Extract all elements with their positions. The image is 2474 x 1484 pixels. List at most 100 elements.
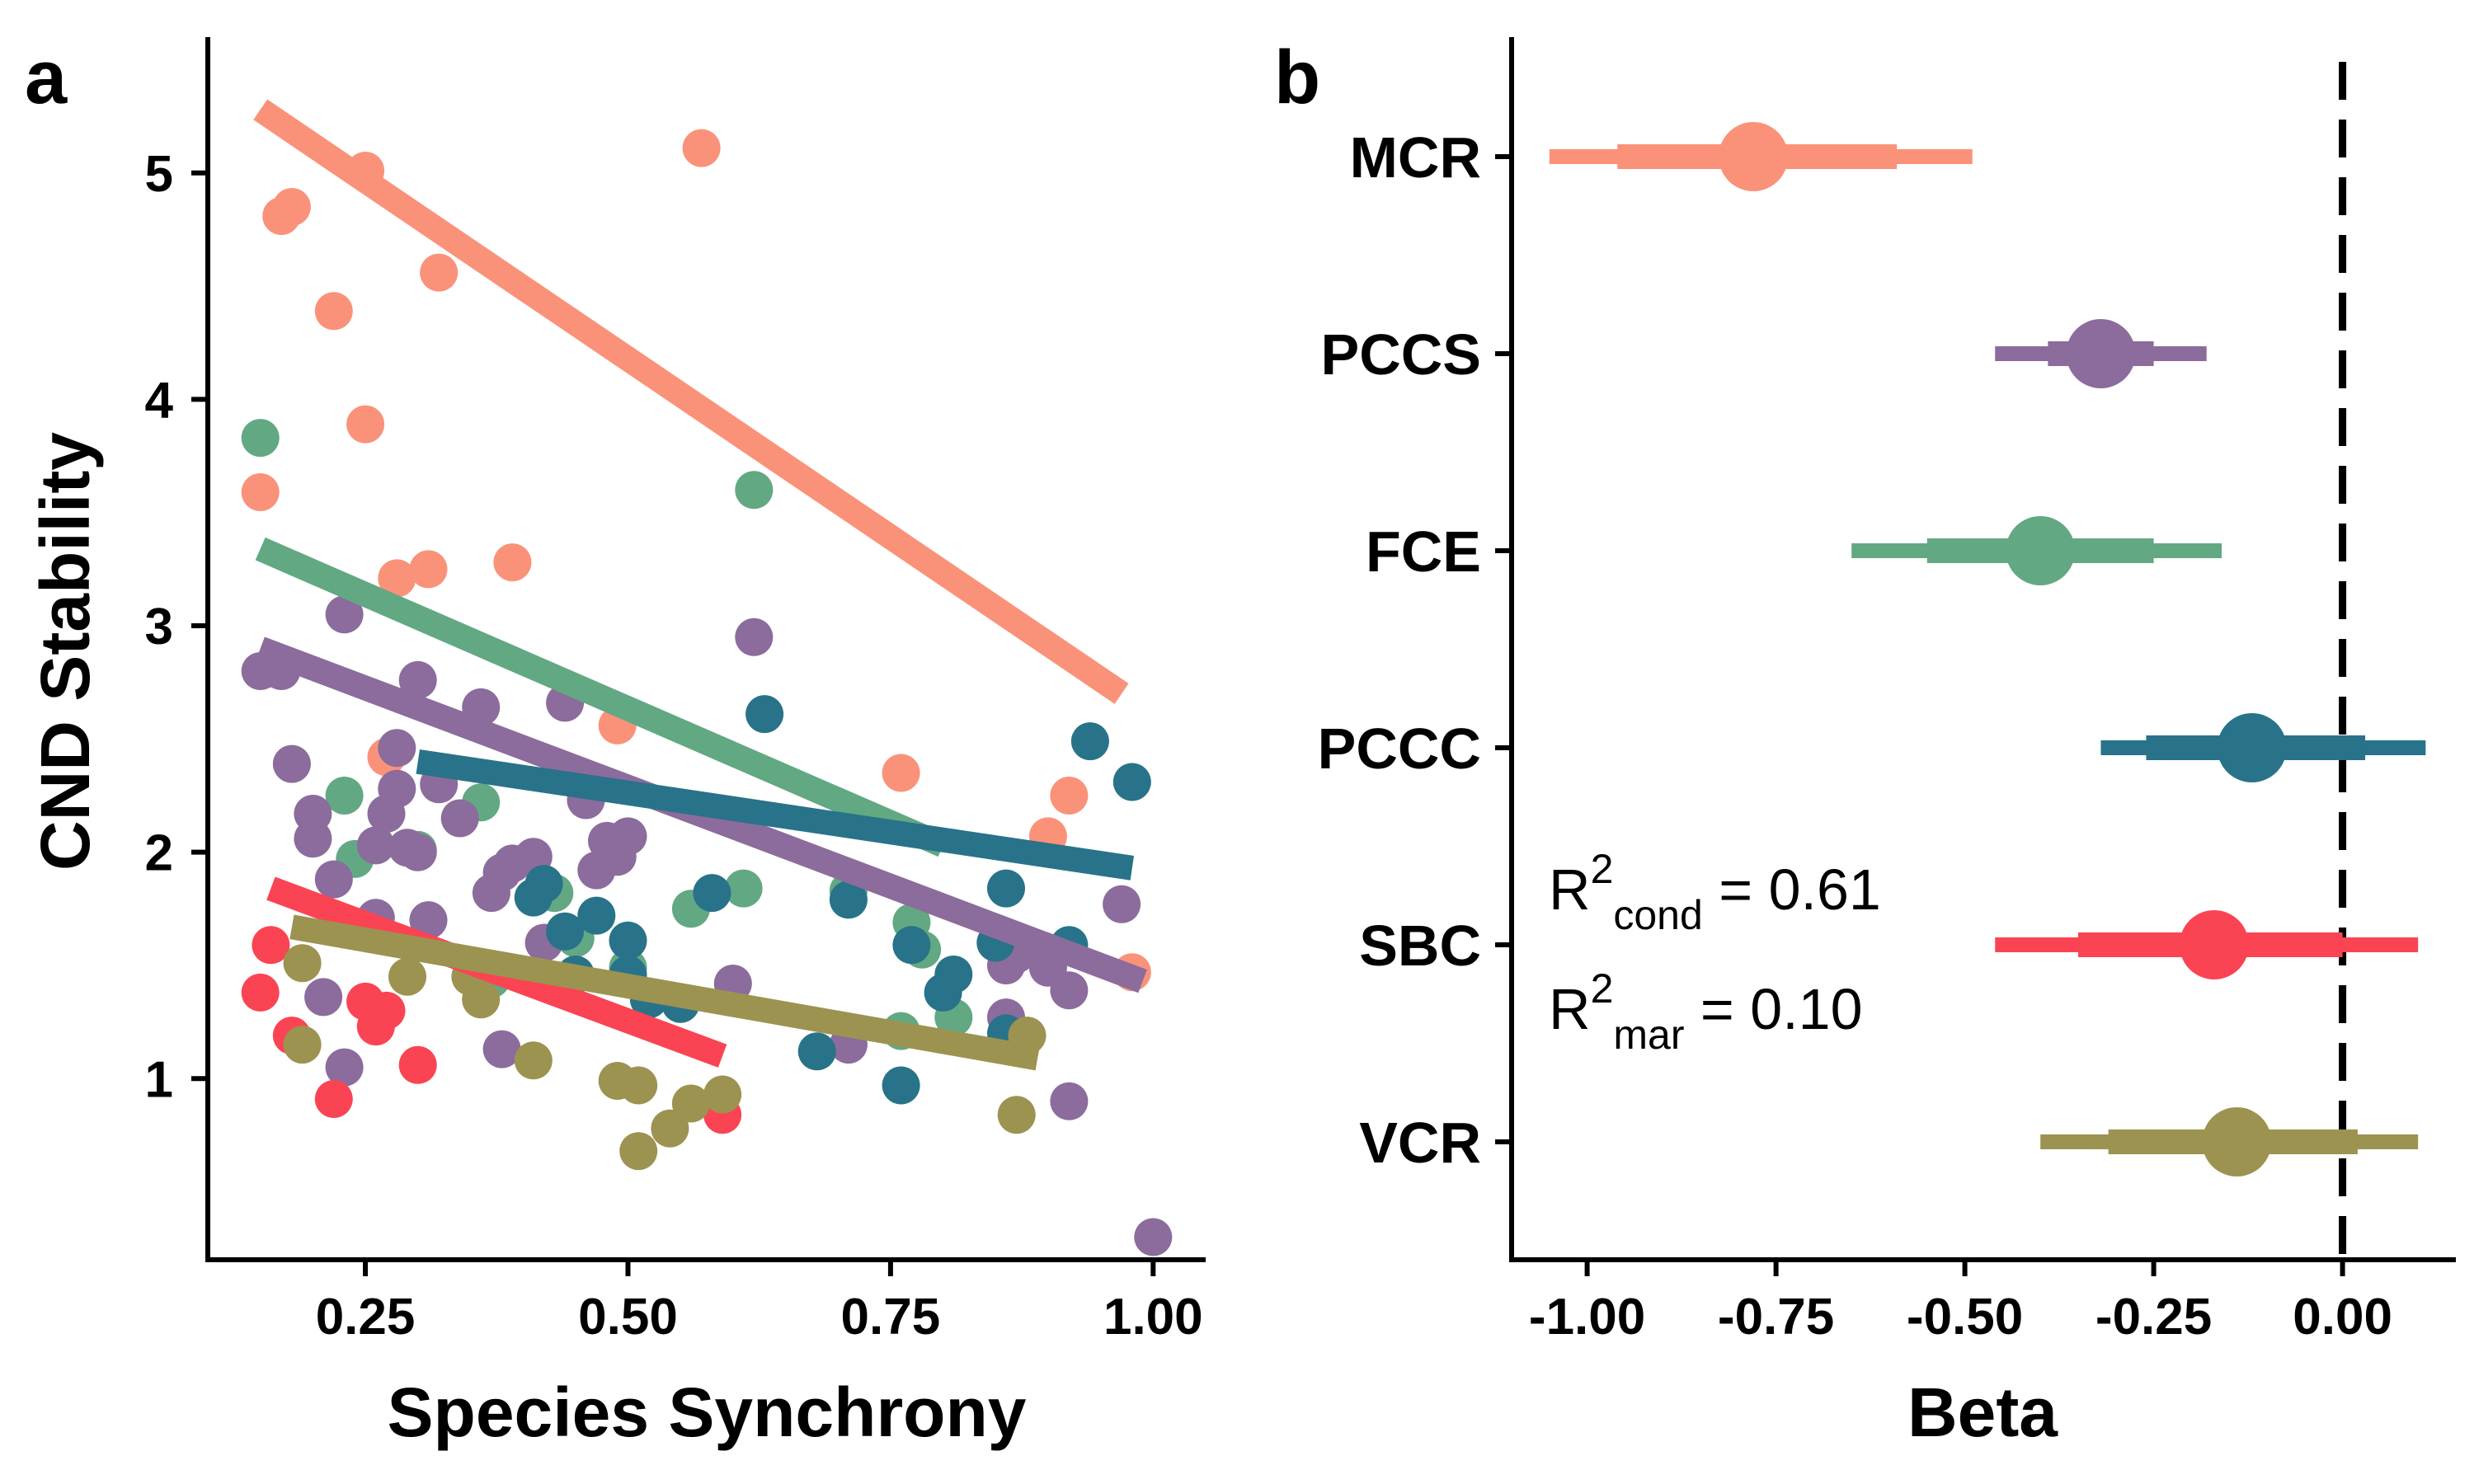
panel-a-point-s0-11 [493, 543, 532, 582]
estimate-point-vcr [2202, 1107, 2272, 1176]
panel-a-point-s5-11 [703, 1075, 742, 1114]
panel-a-point-s2-7 [325, 1048, 364, 1087]
panel-a-point-s0-16 [1050, 777, 1089, 815]
panel-a-point-s2-24 [482, 1030, 521, 1068]
panel-a-point-s4-1 [252, 926, 290, 965]
panel-a-point-s0-14 [882, 754, 920, 792]
panel-a-point-s2-43 [1134, 1218, 1173, 1256]
panel-a-point-s3-2 [546, 912, 585, 951]
panel-a-y-tick-label: 4 [145, 372, 174, 429]
panel-b-intervals [1549, 122, 2426, 1176]
panel-a-point-s4-6 [367, 991, 406, 1030]
panel-a-y-tick-label: 1 [145, 1051, 173, 1108]
panel-a-point-s2-5 [304, 978, 343, 1017]
panel-a-point-s2-34 [735, 618, 774, 656]
panel-a-point-s0-0 [241, 473, 280, 511]
panel-a-point-s1-10 [724, 869, 763, 908]
panel-a-point-s2-15 [398, 660, 437, 699]
panel-b-y-ticks: MCR PCCS FCE PCCC SBC VCR [1318, 125, 1512, 1175]
estimate-point-fce [2006, 516, 2076, 585]
panel-b-x-tick-label: -0.25 [2095, 1289, 2212, 1345]
panel-b-x-tick-label: -1.00 [1529, 1289, 1645, 1345]
panel-a-point-s0-3 [272, 188, 311, 226]
panel-b-x-tick-label: -0.50 [1907, 1289, 2023, 1345]
panel-a-point-s2-12 [378, 769, 416, 808]
panel-a-point-s3-18 [987, 869, 1025, 908]
panel-a-point-s4-3 [314, 1080, 353, 1118]
panel-a-point-s2-4 [294, 819, 332, 858]
panel-a-point-s2-6 [314, 860, 353, 899]
estimate-point-mcr [1719, 122, 1789, 191]
panel-a-fit-line-s1 [255, 537, 948, 857]
panel-a-point-s0-5 [346, 405, 385, 444]
panel-a-point-s2-42 [1103, 885, 1141, 923]
panel-a-point-s2-17 [409, 901, 448, 940]
panel-a-point-s3-22 [1112, 763, 1151, 801]
estimate-point-pccs [2066, 319, 2136, 388]
panel-a-point-s0-8 [378, 559, 416, 598]
estimate-point-pccc [2217, 713, 2287, 782]
panel-a-point-s5-0 [283, 1026, 322, 1064]
panel-a-point-s5-2 [388, 957, 426, 996]
panel-a-fit-lines [253, 99, 1147, 1071]
panel-a-y-tick-label: 5 [145, 146, 173, 203]
panel-b-x-axis-title: Beta [1907, 1374, 2058, 1451]
panel-a-x-tick-label: 1.00 [1103, 1289, 1203, 1345]
panel-a-point-s1-11 [735, 471, 774, 510]
panel-a-point-s5-5 [514, 1041, 553, 1080]
panel-a-point-s2-13 [378, 729, 416, 768]
panel-a-point-s5-9 [651, 1109, 689, 1148]
panel-a-point-s4-0 [241, 973, 280, 1012]
panel-a-point-s2-40 [1050, 1082, 1089, 1120]
category-label-vcr: VCR [1359, 1111, 1481, 1175]
panel-letter-a: a [25, 35, 68, 120]
panel-a-point-s3-14 [892, 926, 931, 965]
r2-conditional-annotation: R2cond = 0.61 [1549, 846, 1881, 938]
panel-a-point-s3-11 [797, 1032, 836, 1071]
panel-a-point-s2-8 [325, 595, 364, 634]
panel-a-point-s3-12 [829, 881, 868, 919]
category-label-fce: FCE [1366, 519, 1481, 584]
category-label-sbc: SBC [1359, 913, 1481, 978]
panel-a-point-s0-10 [420, 253, 459, 292]
panel-a-point-s4-7 [398, 1045, 437, 1084]
panel-a-point-s0-9 [409, 550, 448, 589]
panel-a-point-s5-4 [462, 980, 501, 1019]
panel-a-point-s5-8 [619, 1066, 658, 1105]
panel-a-point-s5-1 [283, 944, 322, 983]
category-label-pccc: PCCC [1318, 716, 1481, 781]
panel-b-coefficient-plot: -1.00 -0.75 -0.50 -0.25 0.00 MCR PCCS FCE PCCC S… [1318, 37, 2456, 1451]
panel-a-y-tick-label: 3 [145, 599, 173, 655]
panel-a-point-s3-9 [693, 874, 731, 913]
panel-a-point-s1-1 [325, 777, 364, 815]
panel-a-x-ticks: 0.25 0.50 0.75 1.00 [316, 1260, 1203, 1345]
panel-a-point-s3-13 [882, 1066, 920, 1105]
panel-a-fit-line-s3 [416, 749, 1135, 881]
panel-a-point-s2-2 [272, 744, 311, 783]
panel-a-point-s5-12 [997, 1096, 1036, 1134]
panel-a-fit-line-s0 [253, 99, 1129, 704]
panel-a-point-s3-1 [524, 865, 563, 904]
panel-a-point-s0-4 [314, 292, 353, 331]
panel-a-point-s5-10 [671, 1084, 710, 1123]
panel-a-y-tick-label: 2 [145, 825, 173, 882]
panel-letter-b: b [1274, 35, 1320, 120]
panel-a-y-axis-title: CND Stability [26, 432, 104, 871]
panel-a-x-tick-label: 0.50 [578, 1289, 678, 1345]
panel-a-point-s2-16 [398, 833, 437, 871]
panel-a-x-tick-label: 0.25 [316, 1289, 416, 1345]
panel-a-point-s0-13 [682, 129, 721, 167]
panel-a-point-s1-0 [241, 419, 280, 458]
category-label-pccs: PCCS [1321, 322, 1481, 387]
panel-a-point-s3-5 [609, 921, 647, 960]
panel-a-scatter: 0.25 0.50 0.75 1.00 1 2 3 4 5 Species Synchrony… [26, 37, 1206, 1451]
panel-a-point-s3-4 [577, 896, 616, 935]
category-label-mcr: MCR [1350, 125, 1481, 190]
panel-a-y-ticks: 1 2 3 4 5 [145, 146, 208, 1108]
panel-a-point-s2-19 [440, 799, 479, 838]
panel-b-x-tick-label: -0.75 [1718, 1289, 1834, 1345]
panel-a-point-s2-32 [609, 817, 647, 856]
panel-a-fit-line-s5 [289, 914, 1040, 1071]
panel-a-point-s5-7 [619, 1132, 658, 1171]
